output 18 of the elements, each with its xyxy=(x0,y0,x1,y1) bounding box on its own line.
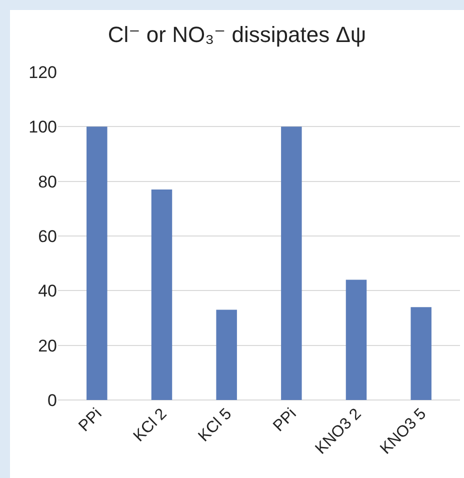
y-tick-label: 80 xyxy=(38,172,57,192)
y-tick-label: 60 xyxy=(38,226,57,246)
y-tick-label: 0 xyxy=(48,390,57,410)
bar xyxy=(346,280,367,400)
x-tick-label: KCl 5 xyxy=(195,405,236,446)
bar xyxy=(410,307,432,400)
x-tick-label: PPi xyxy=(270,405,300,436)
y-tick-label: 120 xyxy=(28,62,57,82)
y-tick-label: 40 xyxy=(38,282,57,301)
chart-title: Cl⁻ or NO₃⁻ dissipates Δψ xyxy=(108,22,366,47)
y-tick-label: 20 xyxy=(38,336,57,356)
bar xyxy=(281,126,302,400)
bar xyxy=(216,310,237,400)
x-tick-label: KCl 2 xyxy=(130,405,170,446)
bar xyxy=(86,126,108,400)
bar xyxy=(151,190,172,400)
x-tick-label: PPi xyxy=(76,405,106,436)
y-tick-label: 100 xyxy=(28,118,57,137)
